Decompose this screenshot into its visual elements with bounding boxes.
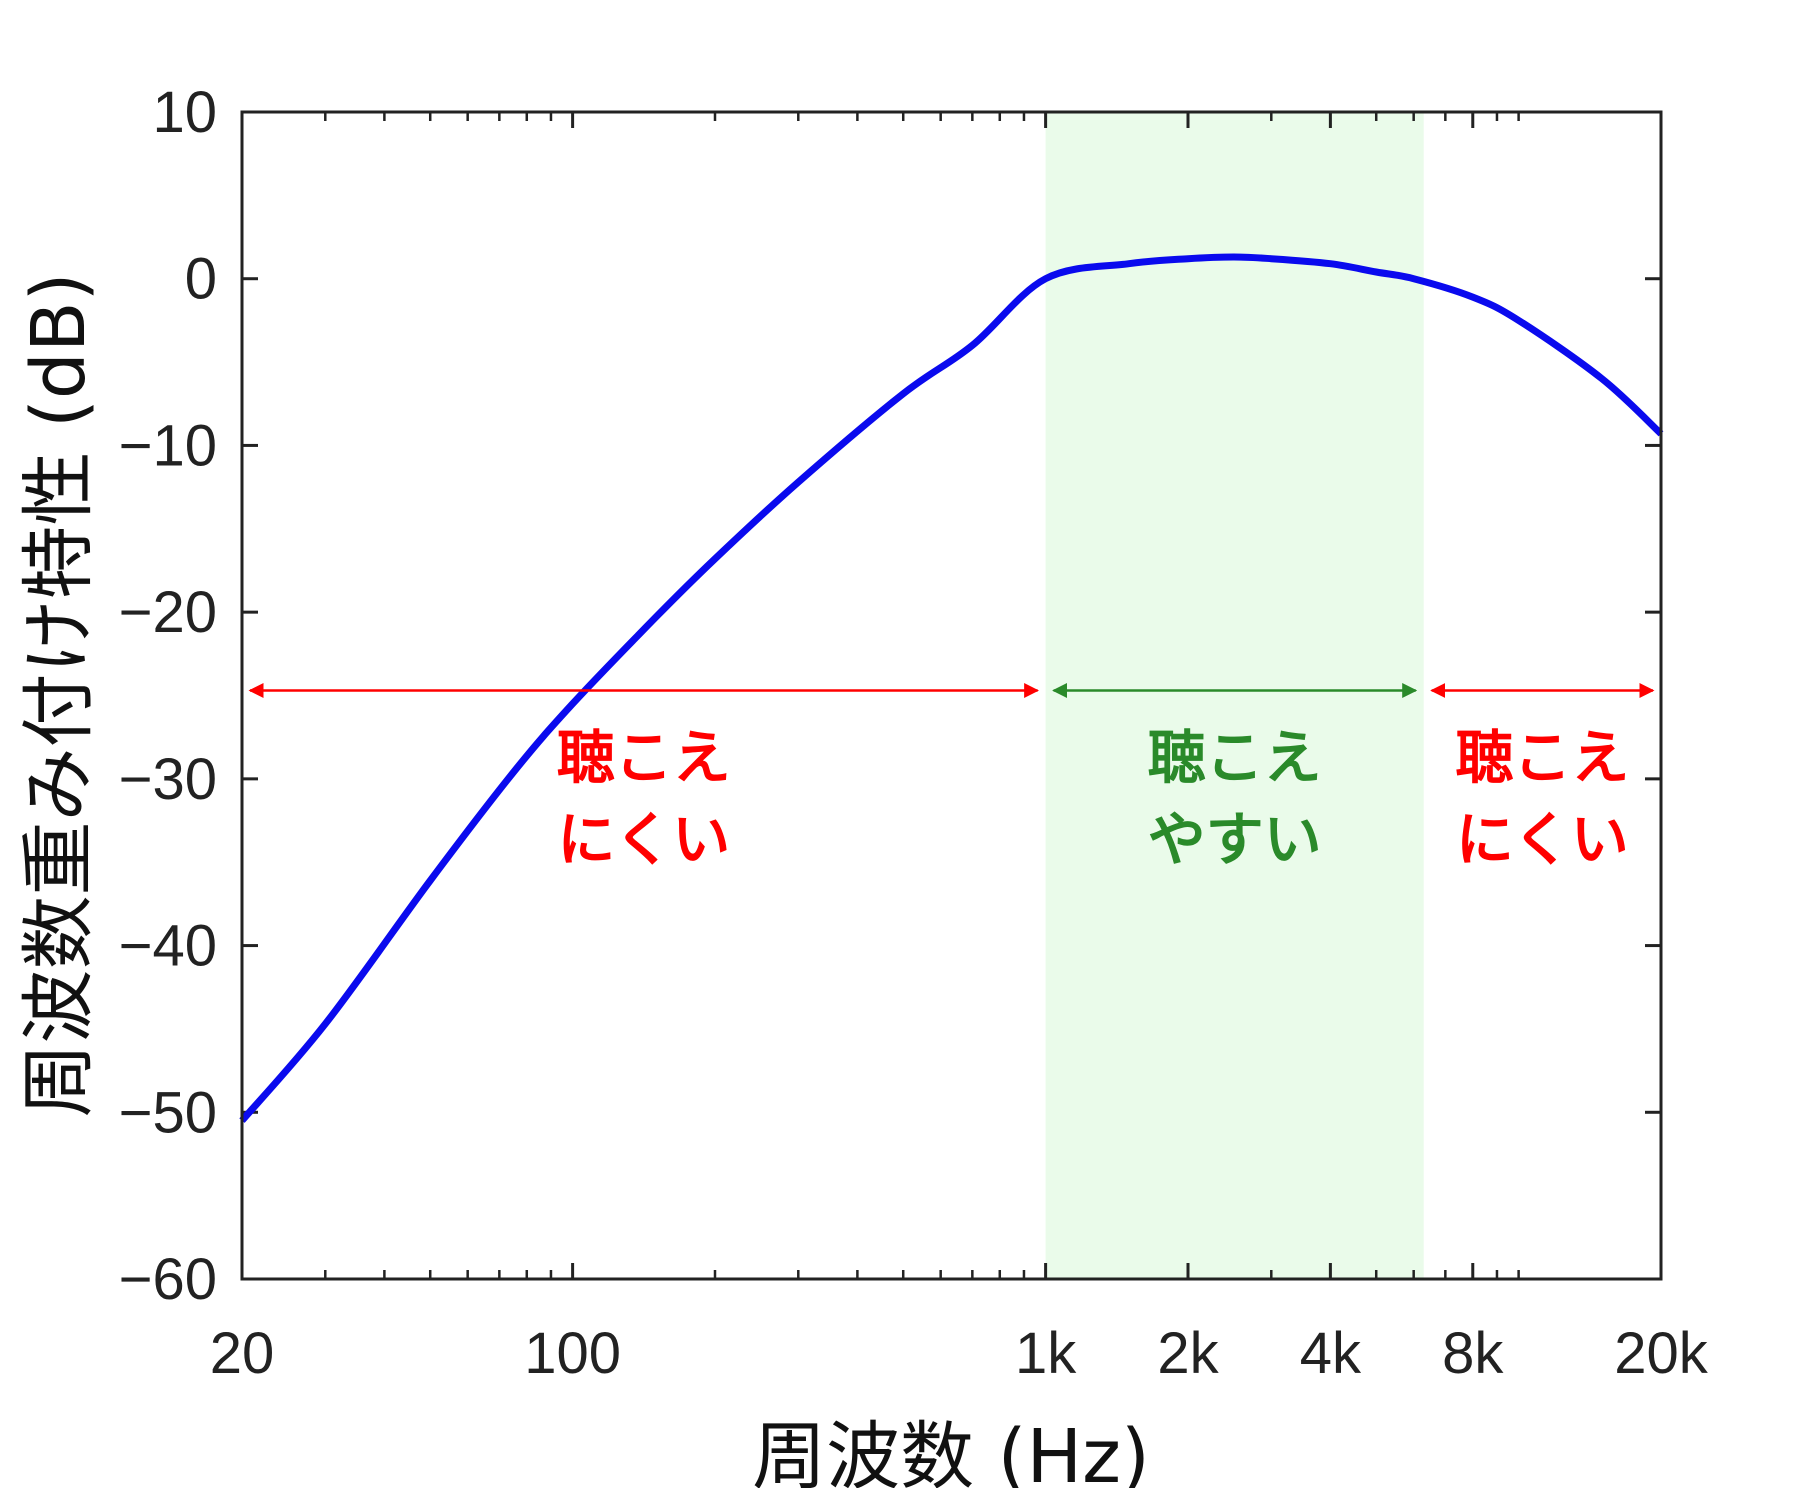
y-tick-label: −10 [119,413,217,478]
x-tick-label: 1k [1015,1321,1077,1386]
audible-band [1045,112,1424,1279]
zone-label: 聴こえ [1148,723,1322,791]
x-tick-label: 8k [1442,1321,1504,1386]
y-tick-label: 10 [152,80,217,145]
y-tick-label: −20 [119,580,217,645]
x-tick-label: 4k [1300,1321,1362,1386]
y-tick-label: −30 [119,747,217,812]
y-tick-label: −40 [119,914,217,979]
y-tick-label: −60 [119,1247,217,1312]
y-axis-title: 周波数重み付け特性 (dB) [16,272,102,1117]
zone-label: やすい [1148,805,1322,873]
zone-label: にくい [1456,805,1629,873]
series-layer [239,253,1664,1123]
zone-label: にくい [557,805,730,873]
y-tick-label: −50 [119,1080,217,1145]
x-tick-labels: 20 100 1k 2k 4k 8k 20k [210,1321,1709,1386]
zone-label: 聴こえ [1455,723,1629,791]
plot-frame [240,110,1663,1281]
zone-label: 聴こえ [557,723,731,791]
x-tick-label: 20 [210,1321,275,1386]
x-tick-label: 100 [524,1321,621,1386]
x-axis-title: 周波数 (Hz) [752,1414,1150,1488]
x-tick-label: 20k [1614,1321,1709,1386]
weighting-curve [239,253,1664,1123]
audible-band-layer [1045,112,1424,1279]
y-tick-label: 0 [185,247,217,312]
y-tick-labels: 10 0 −10 −20 −30 −40 −50 −60 [119,80,217,1312]
x-tick-label: 2k [1157,1321,1219,1386]
